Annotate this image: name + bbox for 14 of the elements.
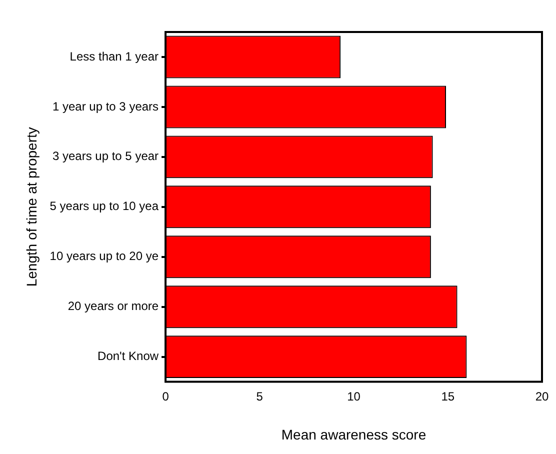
- y-tick-label: 20 years or more: [68, 299, 159, 314]
- y-axis-title: Length of time at property: [23, 127, 40, 287]
- y-tick-label: Less than 1 year: [70, 49, 159, 64]
- y-tick-label: 3 years up to 5 year: [52, 149, 159, 164]
- x-tick-label: 10: [347, 389, 361, 404]
- x-tick-label: 20: [535, 389, 549, 404]
- x-tick-label: 0: [162, 389, 170, 404]
- y-tick-label: 1 year up to 3 years: [52, 99, 159, 114]
- x-axis-title: Mean awareness score: [281, 426, 426, 442]
- y-tick-label: 5 years up to 10 yea: [50, 199, 159, 214]
- y-tick-label: Don't Know: [98, 349, 159, 364]
- x-tick-label: 5: [256, 389, 264, 404]
- x-tick-label: 15: [441, 389, 455, 404]
- y-tick-label: 10 years up to 20 ye: [50, 249, 159, 264]
